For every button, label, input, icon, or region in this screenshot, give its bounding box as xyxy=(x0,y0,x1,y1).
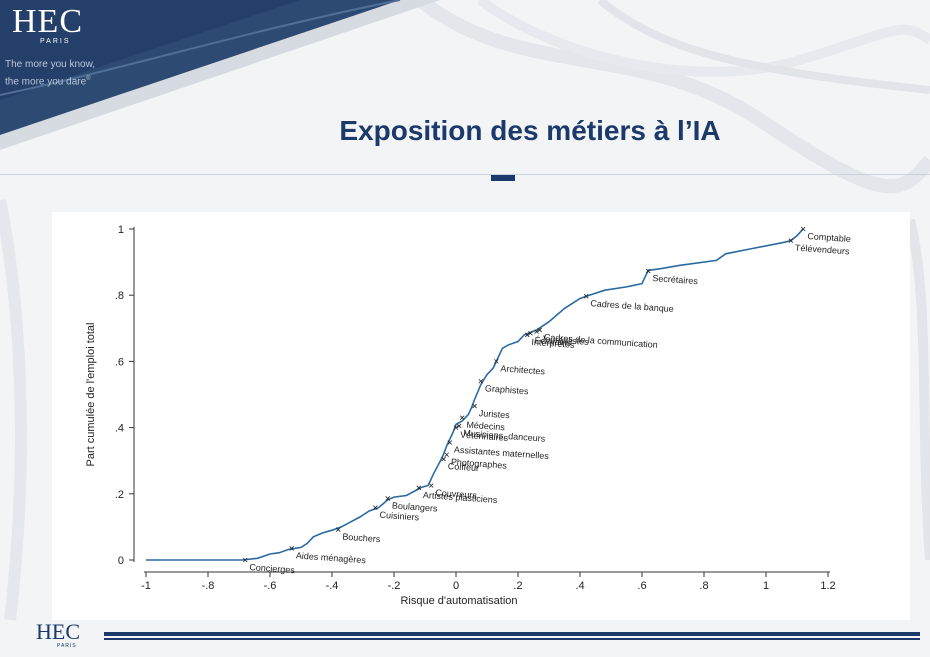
cumulative-curve xyxy=(146,228,804,561)
annotation-label: Cadres de la banque xyxy=(590,298,674,314)
hec-logo-footer-subtitle: PARIS xyxy=(57,643,77,649)
annotation-label: Journalistes xyxy=(540,334,589,347)
hec-logo-footer: HEC xyxy=(36,619,80,644)
annotation-label: Concierges xyxy=(249,562,296,575)
footer-rule-thick xyxy=(104,632,920,636)
annotation-label: Bouchers xyxy=(342,532,381,545)
annotation-label: Comptable xyxy=(807,231,851,244)
x-tick-label: .4 xyxy=(575,580,584,592)
footer-rule-thin xyxy=(104,638,920,640)
chart-panel: 0 .2 .4 .6 .8 1 -1 -.8 -.6 -.4 -.2 0 .2 .4 .6 .8 1 1.2 Ris… xyxy=(52,212,910,620)
annotation-label: Cuisiniers xyxy=(379,510,420,523)
annotation-marker xyxy=(788,238,794,243)
y-tick-label: 0 xyxy=(118,555,124,567)
x-tick-label: -.8 xyxy=(202,580,215,592)
annotation-label: Architectes xyxy=(500,363,546,376)
annotation-marker xyxy=(453,425,459,430)
x-tick-label: .6 xyxy=(637,580,646,592)
hec-logo: HEC xyxy=(12,3,83,40)
tagline-line-2: the more you dare xyxy=(5,76,87,88)
x-tick-label: -.2 xyxy=(388,580,401,592)
x-axis-label: Risque d'automatisation xyxy=(400,595,517,607)
y-tick-label: .2 xyxy=(115,489,124,501)
annotation-marker xyxy=(289,546,294,551)
annotation-label: Télévendeurs xyxy=(795,243,851,257)
annotation-label: Couvreurs xyxy=(435,488,478,501)
slide-title: Exposition des métiers à l’IA xyxy=(339,115,721,146)
annotation-marker xyxy=(478,378,484,384)
annotation-marker xyxy=(494,359,499,364)
annotation-marker xyxy=(447,440,453,445)
brand-tagline: The more you know, the more you dare® xyxy=(5,58,95,89)
y-tick-label: .6 xyxy=(115,356,124,368)
annotation-marker xyxy=(645,268,651,274)
annotation-label: Médecins xyxy=(466,420,506,433)
annotation-marker xyxy=(428,483,434,488)
title-accent-bar xyxy=(491,175,515,181)
annotation-label: Secrétaires xyxy=(652,273,699,286)
cumulative-employment-chart: 0 .2 .4 .6 .8 1 -1 -.8 -.6 -.4 -.2 0 .2 .4 .6 .8 1 1.2 Ris… xyxy=(85,224,851,607)
annotation-marker xyxy=(534,329,539,334)
annotation-marker xyxy=(441,456,446,462)
annotation-label: Boulangers xyxy=(392,500,439,513)
annotation-marker xyxy=(528,330,533,336)
x-tick-label: 1 xyxy=(763,580,769,592)
annotation-label: Graphistes xyxy=(485,383,530,396)
x-tick-label: -1 xyxy=(141,580,151,592)
annotation-label: Vétérinaires xyxy=(460,430,509,443)
annotation-label: Interprètes xyxy=(531,337,575,350)
annotation-label: Coiffeur xyxy=(447,461,479,473)
x-tick-label: .2 xyxy=(513,580,522,592)
x-tick-label: -.6 xyxy=(264,580,277,592)
hec-logo-subtitle: PARIS xyxy=(40,38,71,45)
y-tick-label: 1 xyxy=(118,224,124,236)
annotation-marker xyxy=(472,403,477,409)
y-axis-label: Part cumulée de l'emploi total xyxy=(85,323,97,467)
annotation-marker xyxy=(800,226,806,232)
annotation-marker xyxy=(456,423,462,429)
y-tick-label: .8 xyxy=(115,290,124,302)
y-tick-label: .4 xyxy=(115,423,124,435)
x-tick-label: 0 xyxy=(453,580,459,592)
annotation-label: Photographes xyxy=(451,457,508,471)
title-divider xyxy=(0,174,930,175)
annotation-label: Écrivains xyxy=(534,335,572,348)
annotation-marker xyxy=(416,485,422,491)
annotation-marker xyxy=(525,332,530,338)
annotation-marker xyxy=(373,505,378,510)
x-tick-label: -.4 xyxy=(326,580,339,592)
annotation-marker xyxy=(537,327,542,333)
annotation-marker xyxy=(385,496,391,501)
header-banner xyxy=(0,0,440,150)
annotation-marker xyxy=(583,293,589,299)
annotation-marker xyxy=(335,527,341,532)
tagline-line-1: The more you know, xyxy=(5,59,96,70)
x-tick-label: 1.2 xyxy=(820,580,835,592)
annotation-label: Aides ménagères xyxy=(296,550,367,565)
annotation-marker xyxy=(444,452,449,458)
annotation-marker xyxy=(459,415,465,420)
tagline-mark: ® xyxy=(86,76,91,82)
x-tick-label: .8 xyxy=(699,580,708,592)
annotation-marker xyxy=(242,557,248,563)
annotation-label: Juristes xyxy=(478,408,510,420)
